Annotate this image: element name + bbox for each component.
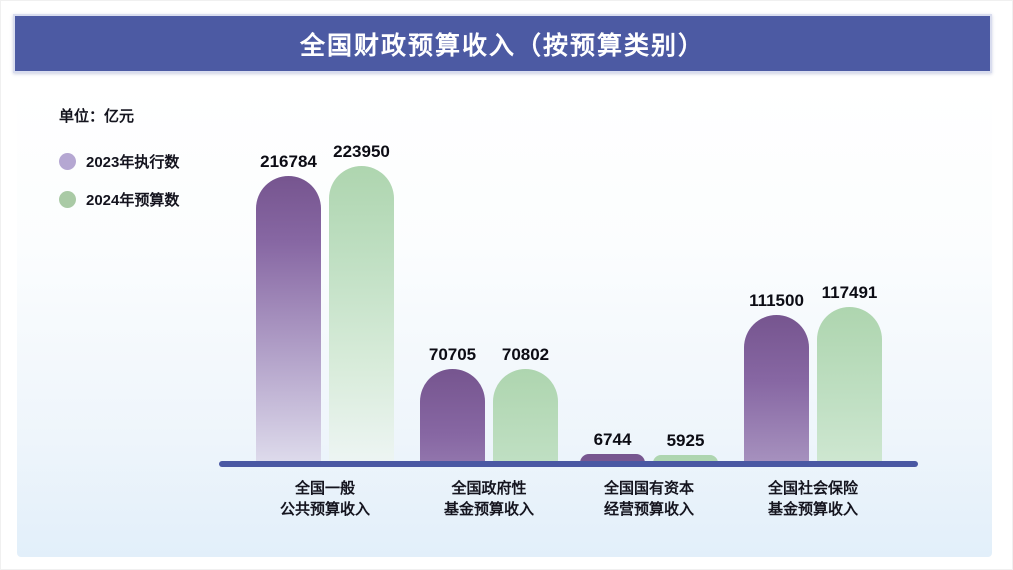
bar-unit: 70705 xyxy=(420,345,485,463)
legend-swatch-purple-icon xyxy=(59,152,76,170)
category-line: 经营预算收入 xyxy=(603,501,694,518)
bar-value-label: 70705 xyxy=(428,345,477,364)
category-line: 全国政府性 xyxy=(451,480,527,497)
bar-unit: 111500 xyxy=(744,291,809,463)
bar-unit: 223950 xyxy=(329,142,394,463)
page-title: 全国财政预算收入（按预算类别） xyxy=(299,31,705,60)
category-line: 基金预算收入 xyxy=(443,501,534,518)
bar-unit: 6744 xyxy=(580,430,645,463)
legend-label-2024: 2024年预算数 xyxy=(86,191,180,209)
unit-label: 单位：亿元 xyxy=(59,108,135,125)
bar-unit: 117491 xyxy=(817,283,882,463)
bar-unit: 216784 xyxy=(256,152,321,463)
bar-2023-government-funds xyxy=(420,369,485,463)
category-line: 全国国有资本 xyxy=(603,480,694,497)
bar-2024-general-public xyxy=(329,166,394,463)
category-line: 全国社会保险 xyxy=(767,480,858,497)
bar-group-general-public-budget: 216784 223950 xyxy=(256,142,394,463)
bar-value-label: 111500 xyxy=(749,291,804,310)
bar-value-label: 223950 xyxy=(333,142,390,161)
bar-group-state-capital: 6744 5925 xyxy=(580,430,718,463)
bar-group-social-insurance: 111500 117491 xyxy=(744,283,882,463)
legend-swatch-green-icon xyxy=(59,190,76,208)
bar-unit: 5925 xyxy=(653,431,718,463)
legend-item-2024: 2024年预算数 xyxy=(59,187,179,211)
category-line: 公共预算收入 xyxy=(279,501,370,518)
category-line: 基金预算收入 xyxy=(767,501,858,518)
legend-label-2023: 2023年执行数 xyxy=(86,153,180,171)
legend: 2023年执行数 2024年预算数 xyxy=(59,149,179,225)
bar-value-label: 5925 xyxy=(666,431,705,450)
bar-2023-state-capital xyxy=(580,454,645,463)
bar-2023-general-public xyxy=(256,176,321,463)
category-government-funds: 全国政府性 基金预算收入 xyxy=(399,478,579,520)
category-labels: 全国一般 公共预算收入 全国政府性 基金预算收入 全国国有资本 经营预算收入 全… xyxy=(219,478,918,528)
category-social-insurance: 全国社会保险 基金预算收入 xyxy=(723,478,903,520)
bar-value-label: 70802 xyxy=(501,345,550,364)
bar-2023-social-insurance xyxy=(744,315,809,463)
x-axis-line xyxy=(219,461,918,467)
bar-value-label: 216784 xyxy=(260,152,317,171)
bar-unit: 70802 xyxy=(493,345,558,463)
bar-2024-state-capital xyxy=(653,455,718,463)
bar-value-label: 6744 xyxy=(593,430,632,449)
bar-2024-social-insurance xyxy=(817,307,882,463)
bar-group-government-funds: 70705 70802 xyxy=(420,345,558,463)
legend-item-2023: 2023年执行数 xyxy=(59,149,179,173)
category-general-public: 全国一般 公共预算收入 xyxy=(235,478,415,520)
category-line: 全国一般 xyxy=(294,480,355,497)
title-banner: 全国财政预算收入（按预算类别） xyxy=(13,14,992,73)
bar-2024-government-funds xyxy=(493,369,558,463)
category-state-capital: 全国国有资本 经营预算收入 xyxy=(559,478,739,520)
bar-value-label: 117491 xyxy=(821,283,878,302)
plot-area: 216784 223950 70705 70802 6744 xyxy=(219,141,918,463)
